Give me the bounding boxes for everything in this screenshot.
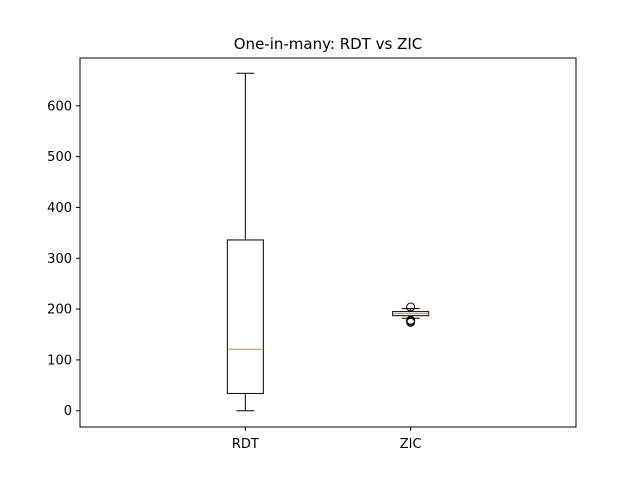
box-group-zic	[392, 302, 430, 327]
y-tick-label-400: 400	[47, 201, 72, 216]
y-tick-label-600: 600	[47, 99, 72, 114]
plot-area	[79, 57, 577, 428]
x-tick-label-zic: ZIC	[400, 437, 422, 452]
y-tick-label-500: 500	[47, 150, 72, 165]
boxes	[226, 72, 430, 412]
box-group-rdt	[226, 72, 264, 412]
y-tick-label-300: 300	[47, 252, 72, 267]
x-axis: RDT ZIC	[232, 427, 422, 452]
chart-title: One-in-many: RDT vs ZIC	[234, 35, 423, 53]
flier-zic-3	[406, 302, 416, 312]
y-tick-label-0: 0	[64, 404, 72, 419]
y-tick-label-100: 100	[47, 353, 72, 368]
y-tick-label-200: 200	[47, 303, 72, 318]
x-tick-label-rdt: RDT	[232, 437, 259, 452]
y-axis: 0 100 200 300 400 500 600	[47, 99, 80, 419]
flier-zic-2	[406, 315, 416, 325]
box-rdt	[226, 239, 264, 394]
